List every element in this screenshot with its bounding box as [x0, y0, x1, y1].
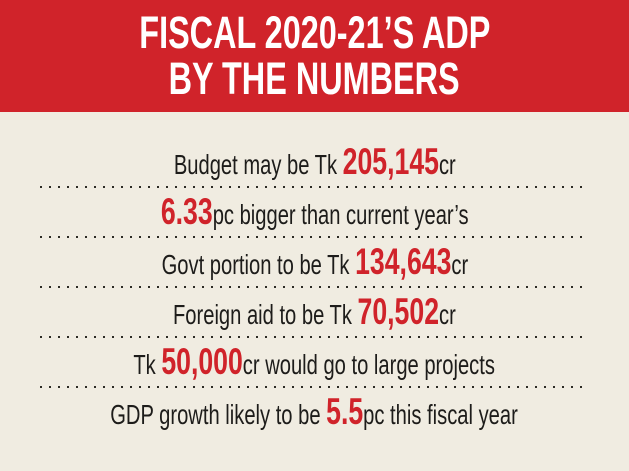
fact-pre-text: GDP growth likely to be	[110, 399, 327, 430]
fact-pre-text: Tk	[133, 349, 162, 380]
fact-post-text: pc bigger than current year’s	[212, 199, 469, 230]
fact-post-text: cr	[438, 149, 456, 180]
fact-row-growth-vs-current: 6.33pc bigger than current year’s	[0, 188, 629, 236]
header-banner: FISCAL 2020-21’S ADP BY THE NUMBERS	[0, 0, 629, 112]
fact-value: 205,145	[342, 141, 439, 182]
dotted-divider	[40, 286, 589, 288]
fact-value: 134,643	[354, 241, 451, 282]
fact-row-foreign-aid: Foreign aid to be Tk 70,502cr	[0, 288, 629, 336]
fact-post-text: pc this fiscal year	[363, 399, 519, 430]
fact-row-gdp-growth: GDP growth likely to be 5.5pc this fisca…	[0, 388, 629, 436]
fact-row-govt-portion: Govt portion to be Tk 134,643cr	[0, 238, 629, 286]
fact-pre-text: Foreign aid to be Tk	[173, 299, 358, 330]
title-line-1: FISCAL 2020-21’S ADP	[138, 7, 491, 58]
fact-post-text: cr would go to large projects	[243, 349, 496, 380]
fact-post-text: cr	[450, 249, 468, 280]
fact-value: 70,502	[357, 291, 440, 332]
fact-value: 6.33	[160, 191, 213, 232]
title-line-2: BY THE NUMBERS	[168, 53, 461, 104]
facts-list: Budget may be Tk 205,145cr 6.33pc bigger…	[0, 112, 629, 436]
fact-pre-text: Budget may be Tk	[173, 149, 343, 180]
dotted-divider	[40, 336, 589, 338]
fact-pre-text: Govt portion to be Tk	[161, 249, 355, 280]
fact-row-budget: Budget may be Tk 205,145cr	[0, 138, 629, 186]
dotted-divider	[40, 236, 589, 238]
fact-value: 5.5	[326, 391, 364, 432]
fact-value: 50,000	[161, 341, 244, 382]
fact-post-text: cr	[439, 299, 456, 330]
dotted-divider	[40, 186, 589, 188]
dotted-divider	[40, 386, 589, 388]
fact-row-large-projects: Tk 50,000cr would go to large projects	[0, 338, 629, 386]
